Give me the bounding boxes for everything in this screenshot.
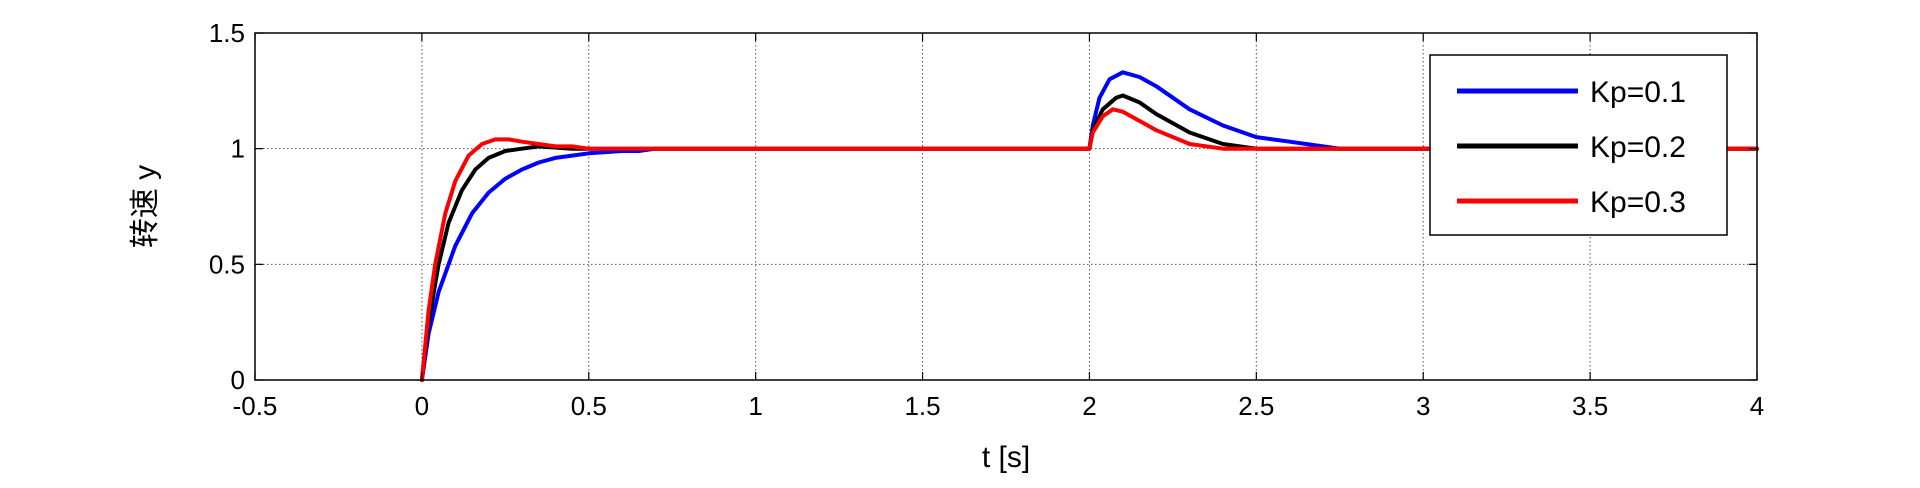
- x-tick-label: 2.5: [1238, 391, 1274, 421]
- gridlines: [255, 33, 1757, 380]
- y-axis-label: 转速 y: [129, 165, 162, 248]
- x-axis-label: t [s]: [982, 441, 1030, 474]
- y-tick-label: 1: [231, 134, 245, 164]
- x-tick-label: 2: [1082, 391, 1096, 421]
- series-line-3: [419, 107, 1759, 382]
- x-tick-label: 1.5: [904, 391, 940, 421]
- axis-ticks: -0.5 0 0.5 1 1.5 2 2.5 3 3.5 400.511.5: [209, 18, 1764, 421]
- x-tick-label: 0: [415, 391, 429, 421]
- plot-area-frame: [254, 32, 1758, 381]
- x-tick-label: 0.5: [571, 391, 607, 421]
- legend: Kp=0.1 Kp=0.2 Kp=0.3: [1429, 54, 1728, 236]
- x-tick-label: 4: [1750, 391, 1764, 421]
- legend-label: Kp=0.1: [1590, 76, 1686, 109]
- series-lines: [419, 70, 1759, 382]
- x-tick-label: 1: [748, 391, 762, 421]
- x-tick-label: 3.5: [1572, 391, 1608, 421]
- legend-label: Kp=0.2: [1590, 131, 1686, 164]
- y-tick-label: 1.5: [209, 18, 245, 48]
- y-tick-label: 0: [231, 365, 245, 395]
- x-tick-label: -0.5: [233, 391, 278, 421]
- x-tick-label: 3: [1416, 391, 1430, 421]
- y-tick-label: 0.5: [209, 249, 245, 279]
- legend-label: Kp=0.3: [1590, 186, 1686, 219]
